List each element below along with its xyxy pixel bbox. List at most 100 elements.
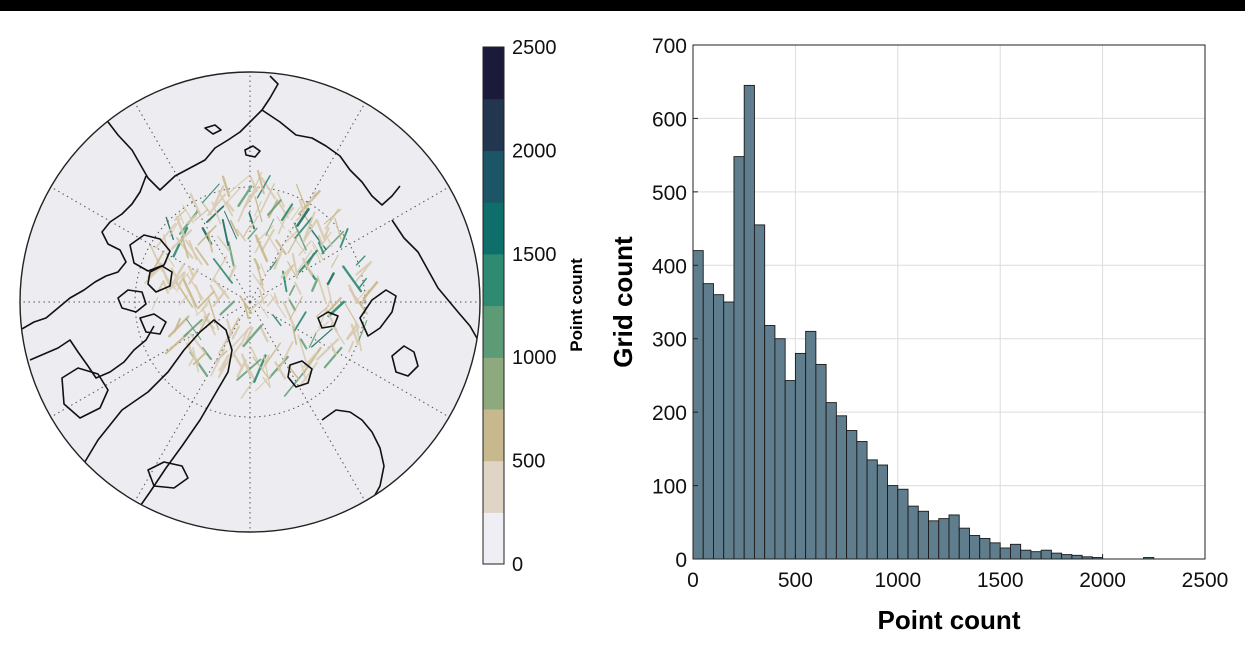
histogram-bar — [794, 352, 807, 560]
y-tick-label: 100 — [652, 476, 687, 499]
track-segment — [331, 344, 338, 356]
track-segment — [326, 272, 335, 286]
coast-greenland — [79, 319, 233, 513]
x-tick-label: 500 — [778, 569, 813, 592]
track-segment — [348, 341, 354, 353]
track-segment — [192, 347, 200, 373]
track-segment — [293, 222, 307, 251]
track-segment — [355, 261, 373, 276]
histogram-bar — [805, 330, 817, 560]
track-segment — [227, 264, 237, 281]
track-segment — [325, 233, 333, 248]
track-segment — [190, 297, 198, 315]
track-segment — [320, 231, 332, 247]
track-segment — [249, 176, 258, 192]
top-border-bar — [0, 0, 1245, 11]
track-segment — [198, 312, 211, 333]
track-segment — [325, 309, 338, 333]
track-segment — [178, 211, 185, 224]
track-segment — [177, 271, 186, 290]
track-segment — [205, 205, 225, 223]
colorbar-tick-label: 500 — [512, 451, 545, 473]
track-segment — [186, 214, 197, 225]
track-segment — [260, 327, 269, 343]
track-segment — [301, 346, 322, 376]
track-segment — [296, 208, 310, 227]
track-segment — [282, 300, 296, 329]
histogram-bar — [764, 325, 776, 560]
track-segment — [263, 355, 271, 388]
colorbar-level — [483, 150, 504, 203]
histogram-bar — [846, 430, 858, 560]
histogram-bar — [835, 415, 848, 560]
coast-alaska — [20, 175, 147, 331]
plot-frame — [692, 44, 1206, 560]
track-segment — [253, 354, 267, 383]
track-segment — [298, 249, 319, 273]
track-segment — [245, 326, 254, 342]
histogram-bar — [1020, 549, 1032, 560]
track-segment — [249, 346, 259, 363]
track-segment — [302, 219, 318, 243]
track-segment — [218, 354, 230, 372]
track-segment — [289, 296, 303, 320]
track-segment — [219, 300, 235, 316]
track-segment — [250, 215, 259, 229]
colorbar-level — [483, 305, 504, 358]
track-segment — [323, 208, 342, 225]
track-segment — [196, 290, 215, 310]
track-segment — [175, 215, 185, 237]
baffin-island — [61, 367, 109, 419]
y-tick-label: 400 — [652, 255, 687, 278]
track-segment — [272, 314, 282, 327]
histogram-bar — [887, 485, 899, 560]
track-segment — [167, 315, 190, 338]
track-segment — [331, 254, 339, 268]
polar-map: 2500 2000 1500 1000 500 0 Point count — [19, 37, 586, 576]
track-segment — [284, 229, 300, 244]
y-axis-ticks: 0 100 200 300 400 500 600 700 — [652, 35, 698, 572]
track-segment — [211, 255, 228, 283]
y-tick-label: 700 — [652, 35, 687, 58]
colorbar-tick-label: 1000 — [512, 347, 557, 369]
colorbar-tick-label: 2000 — [512, 140, 557, 162]
x-tick-label: 1000 — [874, 569, 921, 592]
track-segment — [288, 284, 296, 296]
track-segment — [294, 216, 313, 239]
track-segment — [222, 342, 242, 369]
colorbar-frame — [482, 46, 505, 565]
colorbar-level — [483, 357, 504, 410]
histogram-bar — [1040, 549, 1052, 560]
histogram-bar — [948, 514, 960, 560]
histogram-bar — [702, 283, 714, 560]
track-segment — [317, 241, 325, 255]
track-segment — [243, 301, 250, 320]
histogram-bar — [774, 338, 786, 560]
track-segment — [173, 317, 181, 333]
track-segment — [258, 289, 265, 305]
track-segment — [300, 361, 319, 386]
histogram-bars — [692, 84, 1155, 560]
x-tick-label: 1500 — [977, 569, 1024, 592]
track-segment — [274, 361, 287, 380]
track-segment — [157, 280, 165, 293]
colorbar-tick-label: 1500 — [512, 244, 557, 266]
track-segment — [355, 255, 366, 266]
track-segment — [316, 338, 340, 361]
track-segment — [200, 297, 211, 313]
track-segment — [252, 273, 264, 290]
track-segment — [199, 313, 209, 327]
track-segment — [237, 185, 253, 208]
track-segment — [280, 203, 294, 222]
track-segment — [277, 213, 288, 235]
histogram-bar — [784, 380, 796, 560]
histogram-bar — [907, 505, 919, 560]
histogram-bar — [815, 363, 827, 560]
y-tick-label: 600 — [652, 108, 687, 131]
polar-map-disk — [19, 71, 481, 533]
track-segment — [291, 325, 298, 345]
track-segment — [287, 229, 307, 255]
track-segment — [311, 328, 333, 348]
track-segment — [217, 190, 234, 217]
track-segment — [210, 348, 226, 377]
